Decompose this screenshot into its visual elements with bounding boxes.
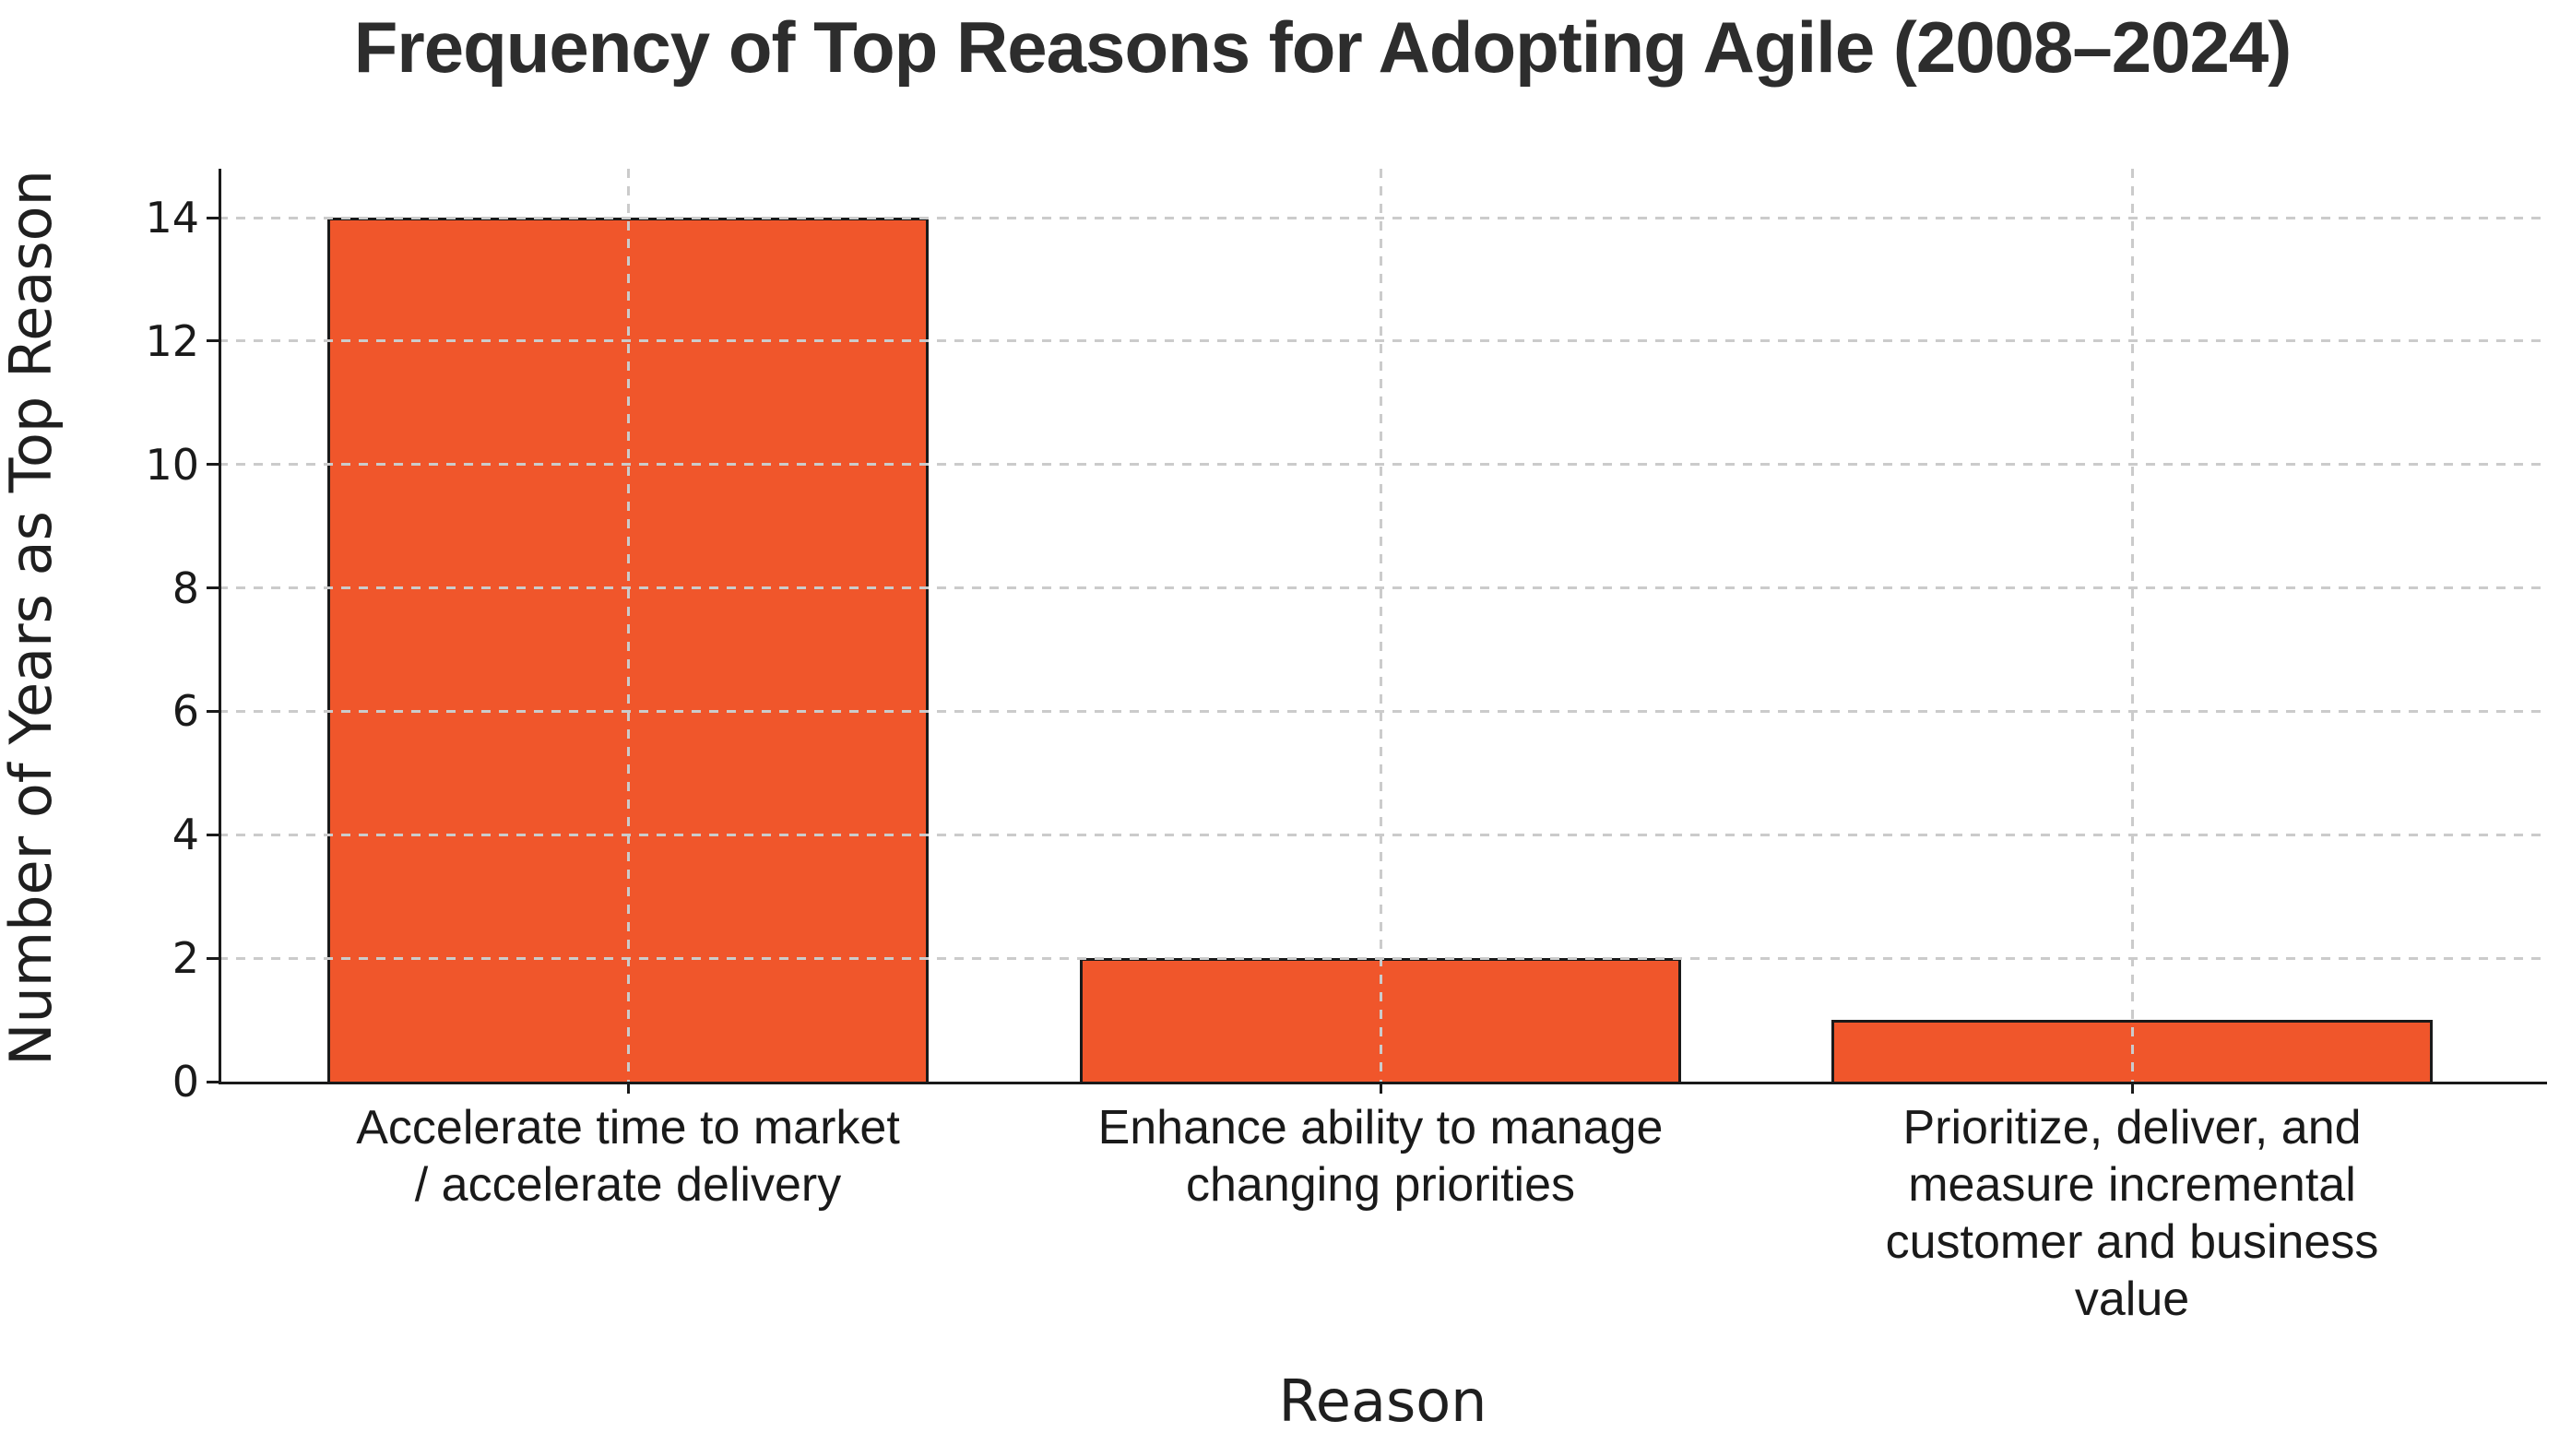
x-tick-mark: [626, 1082, 630, 1094]
h-gridline: [219, 956, 2547, 960]
v-gridline: [2130, 169, 2134, 1082]
y-tick-mark: [207, 833, 219, 836]
y-tick-label: 14: [145, 193, 199, 243]
grid-layer: [219, 169, 2547, 1082]
y-tick-mark: [207, 956, 219, 960]
x-tick-label: Enhance ability to manage changing prior…: [1097, 1101, 1664, 1212]
h-gridline: [219, 586, 2547, 590]
h-gridline: [219, 463, 2547, 467]
y-tick-label: 2: [172, 933, 199, 984]
y-tick-mark: [207, 586, 219, 590]
y-tick-mark: [207, 463, 219, 467]
plot-area: [219, 169, 2547, 1082]
y-tick-label: 12: [145, 315, 199, 366]
v-gridline: [626, 169, 630, 1082]
y-tick-label: 0: [172, 1057, 199, 1107]
x-axis-line: [219, 1082, 2547, 1084]
x-tick-label: Prioritize, deliver, and measure increme…: [1885, 1101, 2379, 1326]
h-gridline: [219, 833, 2547, 836]
y-axis-line: [219, 169, 221, 1084]
y-tick-label: 10: [145, 439, 199, 490]
y-tick-mark: [207, 216, 219, 219]
x-tick-mark: [2130, 1082, 2134, 1094]
x-tick-label: Accelerate time to market / accelerate d…: [356, 1101, 900, 1212]
y-tick-label: 8: [172, 562, 199, 613]
v-gridline: [1379, 169, 1382, 1082]
h-gridline: [219, 216, 2547, 219]
chart-title: Frequency of Top Reasons for Adopting Ag…: [353, 6, 2293, 88]
h-gridline: [219, 709, 2547, 713]
y-tick-mark: [207, 1080, 219, 1083]
y-tick-label: 4: [172, 810, 199, 860]
x-axis-label: Reason: [1278, 1367, 1487, 1435]
y-tick-label: 6: [172, 686, 199, 737]
x-tick-mark: [1379, 1082, 1382, 1094]
h-gridline: [219, 339, 2547, 343]
y-tick-mark: [207, 339, 219, 343]
y-tick-mark: [207, 709, 219, 713]
